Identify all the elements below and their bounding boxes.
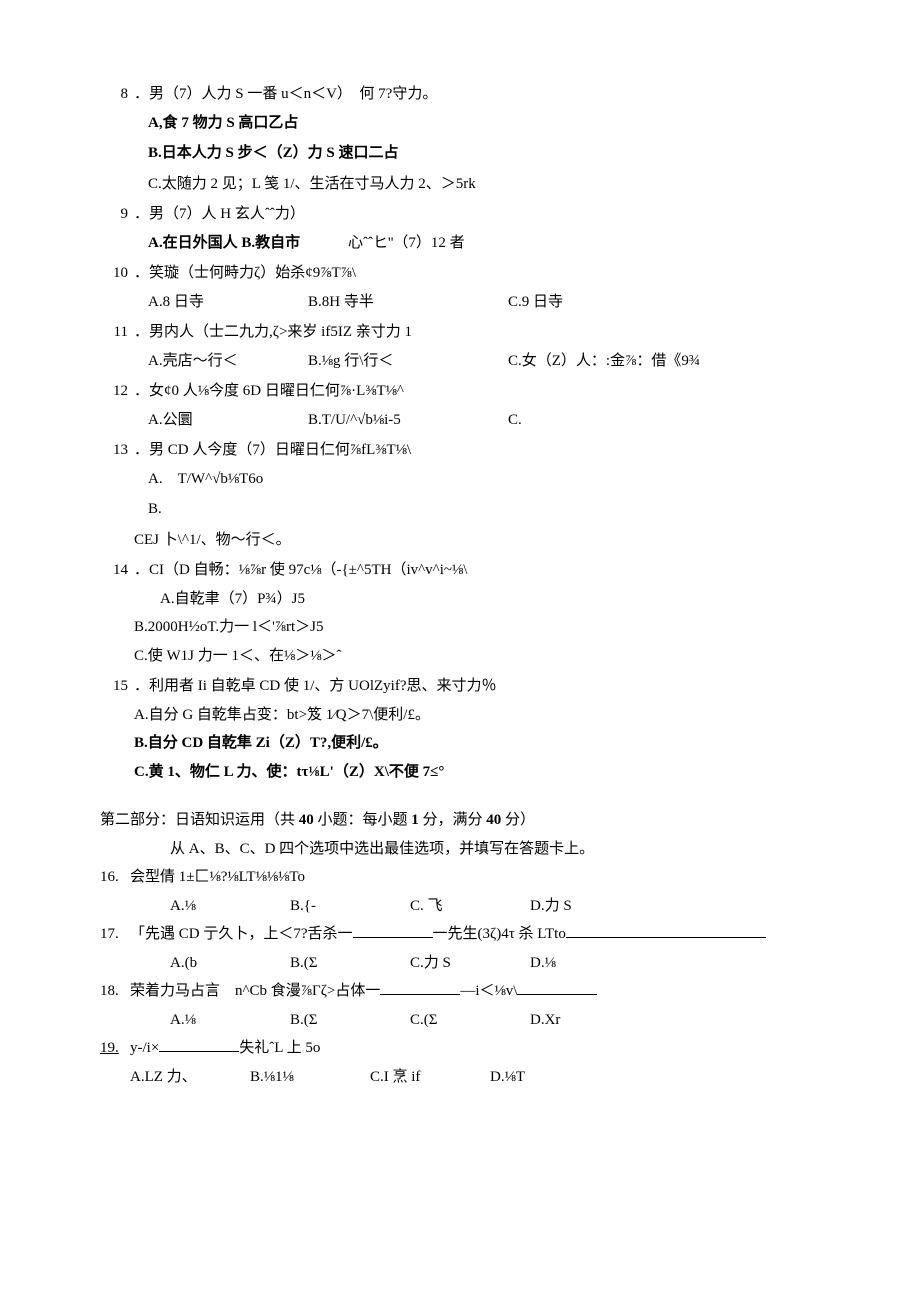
section2: 第二部分：日语知识运用（共 40 小题：每小题 1 分，满分 40 分） 从 A… <box>100 806 850 863</box>
question-number: 15 <box>100 672 134 701</box>
option[interactable]: D.⅛T <box>490 1063 610 1092</box>
question-14: 14．CI（D 自畅：⅛⅞r 使 97c⅛（-{±^5TH（iv^v^i~⅛\A… <box>100 556 850 670</box>
option[interactable]: D.力 S <box>530 892 650 921</box>
fill-blank[interactable] <box>380 979 460 995</box>
option[interactable]: CEJ 卜\^1/、物～行＜。 <box>100 526 850 555</box>
question-15: 15．利用者 Ii 自乾卓 CD 使 1/、方 UOlZyif?思、来寸力％A.… <box>100 672 850 786</box>
question-number: 9 <box>100 200 134 229</box>
section2-instruction: 从 A、B、C、D 四个选项中选出最佳选项，并填写在答题卡上。 <box>100 835 850 864</box>
question-number: 8 <box>100 80 134 109</box>
option[interactable]: C.力 S <box>410 949 530 978</box>
option[interactable]: C.9 日寺 <box>508 288 850 317</box>
question-number: 19. <box>100 1034 130 1063</box>
question-number: 13 <box>100 436 134 465</box>
option[interactable]: A.LZ 力、 <box>130 1063 250 1092</box>
option-extra: 心ˆˆヒ''（7）12 者 <box>348 229 465 258</box>
option[interactable]: A.在日外国人 B.教自市心ˆˆヒ''（7）12 者 <box>100 229 850 258</box>
option[interactable]: C.I 烹 if <box>370 1063 490 1092</box>
option[interactable]: C. <box>508 406 850 435</box>
option[interactable]: A.壳店～行＜ <box>148 347 308 376</box>
option[interactable]: A.公圜 <box>148 406 308 435</box>
option[interactable]: B.T/U/^√b⅛i-5 <box>308 406 508 435</box>
question-17.: 17.「先遇 CD 亍久卜，上＜7?舌杀一一先生(3ζ)4τ 杀 LTtoA.(… <box>100 920 850 977</box>
option[interactable]: A. T/W^√b⅛T6o <box>100 465 850 494</box>
question-10: 10．笑璇（士何畤力ζ）始杀¢9⅞T⅞\A.8 日寺B.8H 寺半C.9 日寺 <box>100 259 850 316</box>
question-stem: ．女¢0 人⅛今度 6D 日曜日仁何⅞·L⅜T⅛^ <box>134 377 850 406</box>
fill-blank[interactable] <box>159 1036 239 1052</box>
option[interactable]: A,食 7 物力 S 高口乙占 <box>100 109 850 138</box>
option[interactable]: B.2000H½oT.力一 l＜'⅞rt＞J5 <box>100 613 850 642</box>
option[interactable]: B.⅛g 行\行＜ <box>308 347 508 376</box>
option[interactable]: B.日本人力 S 步＜（Z）力 S 速口二占 <box>100 139 850 168</box>
question-stem: ．CI（D 自畅：⅛⅞r 使 97c⅛（-{±^5TH（iv^v^i~⅛\ <box>134 556 850 585</box>
option[interactable]: B.(Σ <box>290 1006 410 1035</box>
fill-blank[interactable] <box>517 979 597 995</box>
option[interactable]: A.⅛ <box>170 892 290 921</box>
part1-questions: 8．男（7）人力 S 一番 u＜n＜V） 何 7?守力。A,食 7 物力 S 高… <box>100 80 850 786</box>
question-stem: 16.会型倩 1±匚⅛?⅛LT⅛⅛⅛To <box>100 863 850 892</box>
option[interactable]: C.(Σ <box>410 1006 530 1035</box>
option[interactable]: A.(b <box>170 949 290 978</box>
question-stem: ．男内人（士二九力,ζ>来岁 if5IZ 亲寸力 1 <box>134 318 850 347</box>
option[interactable]: A.自乾聿（7）P¾）J5 <box>100 585 850 614</box>
option[interactable]: B.{- <box>290 892 410 921</box>
option[interactable]: B.(Σ <box>290 949 410 978</box>
option[interactable]: B.自分 CD 自乾隼 Zi（Z）T?,便利/£。 <box>100 729 850 758</box>
option[interactable]: A.8 日寺 <box>148 288 308 317</box>
question-9: 9．男（7）人 H 玄人ˆˆ力）A.在日外国人 B.教自市心ˆˆヒ''（7）12… <box>100 200 850 257</box>
question-stem: 19.y-/i×失礼ˆL 上 5o <box>100 1034 850 1063</box>
question-number: 11 <box>100 318 134 347</box>
question-number: 14 <box>100 556 134 585</box>
question-12: 12．女¢0 人⅛今度 6D 日曜日仁何⅞·L⅜T⅛^A.公圜B.T/U/^√b… <box>100 377 850 434</box>
fill-blank[interactable] <box>353 922 433 938</box>
option[interactable]: C. 飞 <box>410 892 530 921</box>
question-number: 17. <box>100 920 130 949</box>
option[interactable]: D.Xr <box>530 1006 650 1035</box>
question-18.: 18.荣着力马占言 n^Cb 食漫⅞Γζ>占体一—i＜⅛v\A.⅛B.(ΣC.(… <box>100 977 850 1034</box>
option[interactable]: C.女（Z）人：:金⅞：借《9¾ <box>508 347 850 376</box>
question-stem: ．男（7）人力 S 一番 u＜n＜V） 何 7?守力。 <box>134 80 850 109</box>
option[interactable]: C.使 W1J 力一 1＜、在⅛＞⅛＞ˆ <box>100 642 850 671</box>
question-8: 8．男（7）人力 S 一番 u＜n＜V） 何 7?守力。A,食 7 物力 S 高… <box>100 80 850 198</box>
question-13: 13．男 CD 人今度（7）日曜日仁何⅞fL⅜T⅛\A. T/W^√b⅛T6oB… <box>100 436 850 554</box>
fill-blank <box>566 922 766 938</box>
option[interactable]: B. <box>100 495 850 524</box>
option[interactable]: A.⅛ <box>170 1006 290 1035</box>
question-stem: ．笑璇（士何畤力ζ）始杀¢9⅞T⅞\ <box>134 259 850 288</box>
question-stem: ．男（7）人 H 玄人ˆˆ力） <box>134 200 850 229</box>
option[interactable]: B.8H 寺半 <box>308 288 508 317</box>
section2-header: 第二部分：日语知识运用（共 40 小题：每小题 1 分，满分 40 分） <box>100 806 850 835</box>
question-stem: ．利用者 Ii 自乾卓 CD 使 1/、方 UOlZyif?思、来寸力％ <box>134 672 850 701</box>
question-stem: ．男 CD 人今度（7）日曜日仁何⅞fL⅜T⅛\ <box>134 436 850 465</box>
part2-questions: 16.会型倩 1±匚⅛?⅛LT⅛⅛⅛ToA.⅛B.{-C. 飞D.力 S17.「… <box>100 863 850 1091</box>
question-11: 11．男内人（士二九力,ζ>来岁 if5IZ 亲寸力 1A.壳店～行＜B.⅛g … <box>100 318 850 375</box>
option[interactable]: B.⅛1⅛ <box>250 1063 370 1092</box>
option[interactable]: C.黄 1、物仁 L 力、使：tτ⅛L'（Z）X\不便 7≤° <box>100 758 850 787</box>
option[interactable]: A.自分 G 自乾隼占变：bt>笈 1⁄Q＞7\便利/£。 <box>100 701 850 730</box>
question-19.: 19.y-/i×失礼ˆL 上 5oA.LZ 力、B.⅛1⅛C.I 烹 ifD.⅛… <box>100 1034 850 1091</box>
option[interactable]: C.太随力 2 见；L 笺 1/、生活在寸马人力 2、＞5rk <box>100 170 850 199</box>
question-number: 18. <box>100 977 130 1006</box>
question-number: 16. <box>100 863 130 892</box>
question-stem: 17.「先遇 CD 亍久卜，上＜7?舌杀一一先生(3ζ)4τ 杀 LTto <box>100 920 850 949</box>
question-16.: 16.会型倩 1±匚⅛?⅛LT⅛⅛⅛ToA.⅛B.{-C. 飞D.力 S <box>100 863 850 920</box>
question-number: 12 <box>100 377 134 406</box>
question-number: 10 <box>100 259 134 288</box>
option[interactable]: D.⅛ <box>530 949 650 978</box>
question-stem: 18.荣着力马占言 n^Cb 食漫⅞Γζ>占体一—i＜⅛v\ <box>100 977 850 1006</box>
